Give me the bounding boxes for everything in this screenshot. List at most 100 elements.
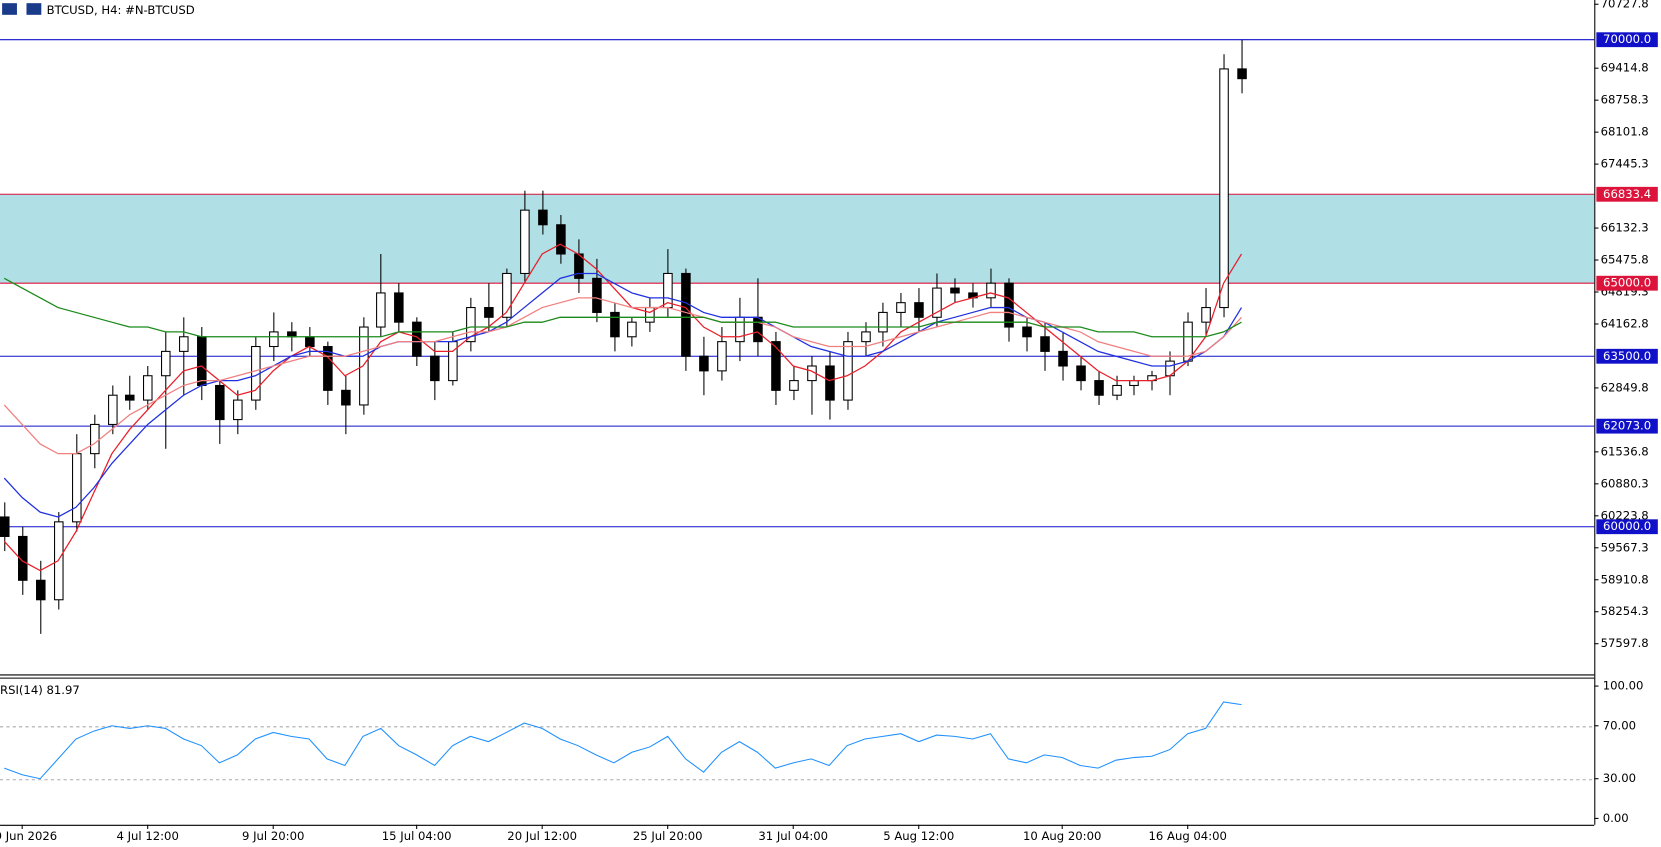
- candle-body: [825, 365, 835, 401]
- candle-body: [305, 336, 315, 348]
- candle-body: [1004, 282, 1014, 328]
- level-label: 62073.0: [1603, 419, 1651, 433]
- candle-body: [627, 321, 637, 338]
- candle-body: [430, 355, 440, 382]
- candle-body: [448, 341, 458, 382]
- y-tick-label: 58910.8: [1601, 572, 1649, 586]
- level-tag: [1596, 519, 1658, 535]
- y-tick-label: 67445.3: [1601, 157, 1649, 171]
- y-tick-label: 62849.8: [1601, 380, 1649, 394]
- y-tick-label: 59567.3: [1601, 540, 1649, 554]
- candle-body: [161, 350, 171, 377]
- candle-body: [610, 311, 620, 338]
- x-tick-label: 16 Aug 04:00: [1149, 829, 1227, 843]
- candle-body: [341, 389, 351, 406]
- candle-body: [717, 341, 727, 372]
- candle-body: [412, 321, 422, 357]
- candle-body: [861, 331, 871, 343]
- level-tag: [1596, 348, 1658, 364]
- x-tick-label: 4 Jul 12:00: [117, 829, 179, 843]
- candle-body: [896, 302, 906, 313]
- candle-body: [1219, 68, 1229, 309]
- y-tick-label: 68101.8: [1601, 125, 1649, 139]
- candle-body: [359, 326, 369, 406]
- candle-body: [914, 302, 924, 318]
- level-label: 63500.0: [1603, 349, 1651, 363]
- candle-body: [699, 355, 709, 372]
- x-tick-label: 9 Jul 20:00: [242, 829, 304, 843]
- candle-body: [1129, 380, 1139, 387]
- y-tick-label: 66132.3: [1601, 221, 1649, 235]
- menu-icon[interactable]: [2, 3, 17, 15]
- candle-body: [1040, 336, 1050, 352]
- candle-body: [1076, 365, 1086, 382]
- x-tick-label: 20 Jul 12:00: [507, 829, 577, 843]
- moving-average: [3, 297, 1242, 455]
- y-tick-label: 70727.8: [1601, 0, 1649, 11]
- candle-body: [645, 307, 655, 323]
- level-tag: [1596, 418, 1658, 434]
- x-tick-label: 29 Jun 2026: [0, 829, 57, 843]
- candle-body: [520, 209, 530, 274]
- candle-body: [197, 336, 207, 387]
- level-label: 66833.4: [1603, 187, 1651, 201]
- zone: [0, 193, 1595, 284]
- y-tick-label: 64162.8: [1601, 316, 1649, 330]
- candle-body: [753, 316, 763, 343]
- candle-body: [108, 394, 118, 425]
- candle-body: [0, 516, 10, 537]
- candle-body: [143, 375, 153, 401]
- y-tick-label: 68758.3: [1601, 93, 1649, 107]
- level-tag: [1596, 275, 1658, 291]
- chart-icon[interactable]: [26, 3, 42, 15]
- candle-body: [932, 287, 942, 318]
- candle-body: [502, 272, 512, 318]
- y-tick-label: 65475.8: [1601, 253, 1649, 267]
- candle-body: [323, 345, 333, 391]
- level-tag: [1596, 186, 1658, 202]
- candle-body: [735, 316, 745, 343]
- y-tick-label: 60223.8: [1601, 508, 1649, 522]
- y-tick-label: 100.00: [1603, 679, 1644, 693]
- y-tick-label: 30.00: [1603, 771, 1636, 785]
- symbol-header: BTCUSD, H4: #N-BTCUSD: [47, 3, 195, 17]
- x-tick-label: 15 Jul 04:00: [382, 829, 452, 843]
- y-tick-label: 58254.3: [1601, 604, 1649, 618]
- y-tick-label: 70.00: [1603, 718, 1636, 732]
- level-label: 65000.0: [1603, 276, 1651, 290]
- candle-body: [394, 292, 404, 323]
- candle-body: [771, 341, 781, 391]
- y-tick-label: 60880.3: [1601, 476, 1649, 490]
- candle-body: [681, 272, 691, 357]
- candle-body: [72, 453, 82, 523]
- candle-body: [233, 399, 243, 421]
- rsi-label: RSI(14) 81.97: [0, 683, 80, 697]
- level-label: 60000.0: [1603, 519, 1651, 533]
- candle-body: [36, 579, 46, 601]
- candle-body: [466, 307, 476, 343]
- candle-body: [18, 535, 28, 581]
- candle-body: [986, 282, 996, 299]
- y-tick-label: 57597.8: [1601, 636, 1649, 650]
- candle-body: [1022, 326, 1032, 338]
- level-tag: [1596, 32, 1658, 48]
- rsi-line: [4, 701, 1242, 780]
- candle-body: [789, 380, 799, 391]
- candle-body: [950, 287, 960, 294]
- candle-body: [124, 394, 135, 401]
- candle-body: [538, 209, 548, 226]
- x-tick-label: 5 Aug 12:00: [883, 829, 954, 843]
- candle-body: [90, 423, 100, 455]
- x-tick-label: 25 Jul 20:00: [633, 829, 703, 843]
- candle-body: [1112, 384, 1122, 396]
- candle-body: [484, 307, 494, 318]
- y-tick-label: 0.00: [1603, 811, 1629, 825]
- x-tick-label: 10 Aug 20:00: [1023, 829, 1101, 843]
- plot-layer: [0, 39, 1595, 781]
- level-label: 70000.0: [1603, 32, 1651, 46]
- candle-body: [592, 277, 602, 313]
- x-tick-label: 31 Jul 04:00: [758, 829, 828, 843]
- candle-body: [1094, 380, 1104, 396]
